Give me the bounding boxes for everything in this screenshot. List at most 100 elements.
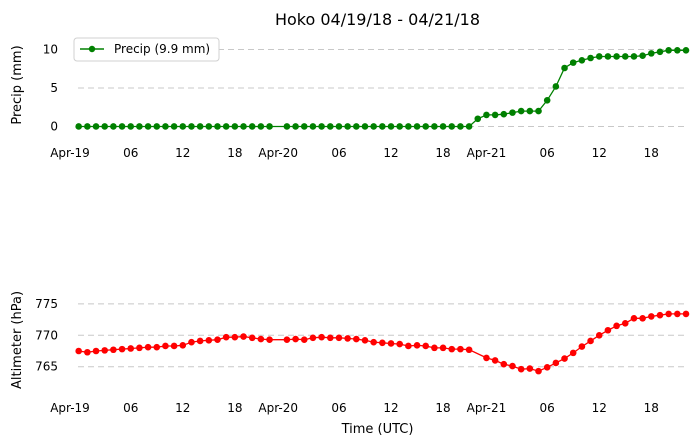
altimeter-data-point xyxy=(188,338,195,346)
altimeter-data-point xyxy=(257,335,265,343)
precip-x-ticks: Apr-19 06 12 18 Apr-20 06 12 18 Apr-21 06 12 18 xyxy=(50,146,659,160)
precip-data-point xyxy=(387,123,395,130)
precip-data-point xyxy=(92,123,100,130)
precip-data-point xyxy=(587,54,594,62)
precip-data-point xyxy=(222,123,230,130)
altimeter-data-point xyxy=(465,346,473,354)
precip-data-point xyxy=(257,123,265,130)
altimeter-data-point xyxy=(92,347,100,355)
altimeter-data-point xyxy=(136,344,143,352)
altimeter-y-ticks: 765 770 775 xyxy=(35,297,58,374)
altimeter-data-point xyxy=(110,346,117,354)
precip-data-point xyxy=(170,123,178,130)
precip-data-point xyxy=(543,97,551,104)
altimeter-data-point xyxy=(292,335,299,343)
precip-data-point xyxy=(422,123,430,130)
altimeter-panel: 765 770 775 Apr-19 06 12 18 Apr-20 06 12 18 Apr-21… xyxy=(10,291,690,437)
altimeter-data-point xyxy=(431,344,438,352)
precip-data-point xyxy=(162,123,169,130)
precip-series xyxy=(75,47,690,130)
precip-data-point xyxy=(448,123,456,130)
precip-y-tick-label: 10 xyxy=(43,43,58,57)
altimeter-data-point xyxy=(75,347,82,355)
precip-data-point xyxy=(101,123,109,130)
precip-data-point xyxy=(604,53,612,60)
precip-data-point xyxy=(153,123,161,130)
altimeter-x-tick-label: 12 xyxy=(175,401,190,415)
precip-x-tick-label: 06 xyxy=(331,146,346,160)
precip-data-point xyxy=(595,53,603,60)
altimeter-data-point xyxy=(483,354,490,362)
altimeter-data-point xyxy=(448,345,456,353)
precip-data-point xyxy=(127,123,135,130)
precip-data-point xyxy=(396,123,403,130)
altimeter-data-point xyxy=(127,345,135,352)
precip-data-point xyxy=(370,123,377,130)
precip-x-tick-label: 12 xyxy=(175,146,190,160)
altimeter-data-point xyxy=(318,333,325,341)
altimeter-y-tick-label: 775 xyxy=(35,297,58,311)
altimeter-data-point xyxy=(144,343,152,351)
precip-data-point xyxy=(205,123,213,130)
altimeter-x-ticks: Apr-19 06 12 18 Apr-20 06 12 18 Apr-21 06 12 18 xyxy=(50,401,659,415)
precip-data-point xyxy=(379,123,386,130)
precip-data-point xyxy=(118,123,126,130)
altimeter-x-tick-label: Apr-19 xyxy=(50,401,90,415)
precip-data-point xyxy=(517,107,525,115)
precip-data-point xyxy=(621,53,629,60)
altimeter-x-tick-label: 12 xyxy=(383,401,398,415)
precip-data-point xyxy=(569,59,577,66)
altimeter-data-point xyxy=(665,310,672,318)
precip-data-point xyxy=(75,123,82,130)
altimeter-data-point xyxy=(613,322,620,330)
altimeter-data-point xyxy=(569,349,577,357)
legend-marker xyxy=(88,45,96,53)
precip-data-point xyxy=(665,47,672,54)
precip-data-point xyxy=(326,123,334,130)
altimeter-x-tick-label: 18 xyxy=(227,401,242,415)
altimeter-data-point xyxy=(153,343,161,351)
altimeter-gridlines xyxy=(78,303,686,368)
altimeter-x-tick-label: 12 xyxy=(592,401,607,415)
altimeter-data-point xyxy=(370,338,377,346)
altimeter-data-point xyxy=(335,334,343,342)
precip-data-point xyxy=(457,123,464,130)
altimeter-y-tick-label: 765 xyxy=(35,360,58,374)
altimeter-data-point xyxy=(214,336,221,343)
altimeter-data-point xyxy=(353,335,360,343)
precip-data-point xyxy=(639,52,646,59)
precip-data-point xyxy=(474,115,482,123)
precip-data-point xyxy=(240,123,247,130)
altimeter-data-point xyxy=(240,333,247,340)
precip-data-point xyxy=(318,123,325,130)
precip-data-point xyxy=(283,123,291,130)
precip-data-point xyxy=(231,123,239,130)
precip-x-tick-label: 18 xyxy=(227,146,242,160)
x-axis-label: Time (UTC) xyxy=(341,422,414,437)
precip-x-tick-label: Apr-21 xyxy=(467,146,507,160)
chart-title: Hoko 04/19/18 - 04/21/18 xyxy=(275,10,480,29)
precip-x-tick-label: 12 xyxy=(592,146,607,160)
legend-box xyxy=(73,37,220,62)
precip-data-point xyxy=(483,111,490,119)
precip-data-point xyxy=(413,123,421,130)
altimeter-data-point xyxy=(630,315,638,322)
altimeter-data-point xyxy=(457,345,464,353)
altimeter-data-point xyxy=(205,337,213,344)
precip-data-point xyxy=(656,48,664,56)
precip-data-point xyxy=(491,111,499,119)
precip-data-point xyxy=(613,53,620,60)
precip-data-point xyxy=(300,123,308,130)
altimeter-data-point xyxy=(526,365,534,372)
precip-data-point xyxy=(500,110,508,118)
precip-data-point xyxy=(144,123,152,130)
precip-data-point xyxy=(578,57,586,64)
precip-data-point xyxy=(344,123,351,130)
precip-x-tick-label: 18 xyxy=(435,146,450,160)
precip-x-tick-label: 06 xyxy=(540,146,555,160)
precip-x-tick-label: Apr-19 xyxy=(50,146,90,160)
precip-data-point xyxy=(465,123,473,130)
altimeter-data-point xyxy=(621,320,629,327)
altimeter-data-point xyxy=(344,335,351,342)
